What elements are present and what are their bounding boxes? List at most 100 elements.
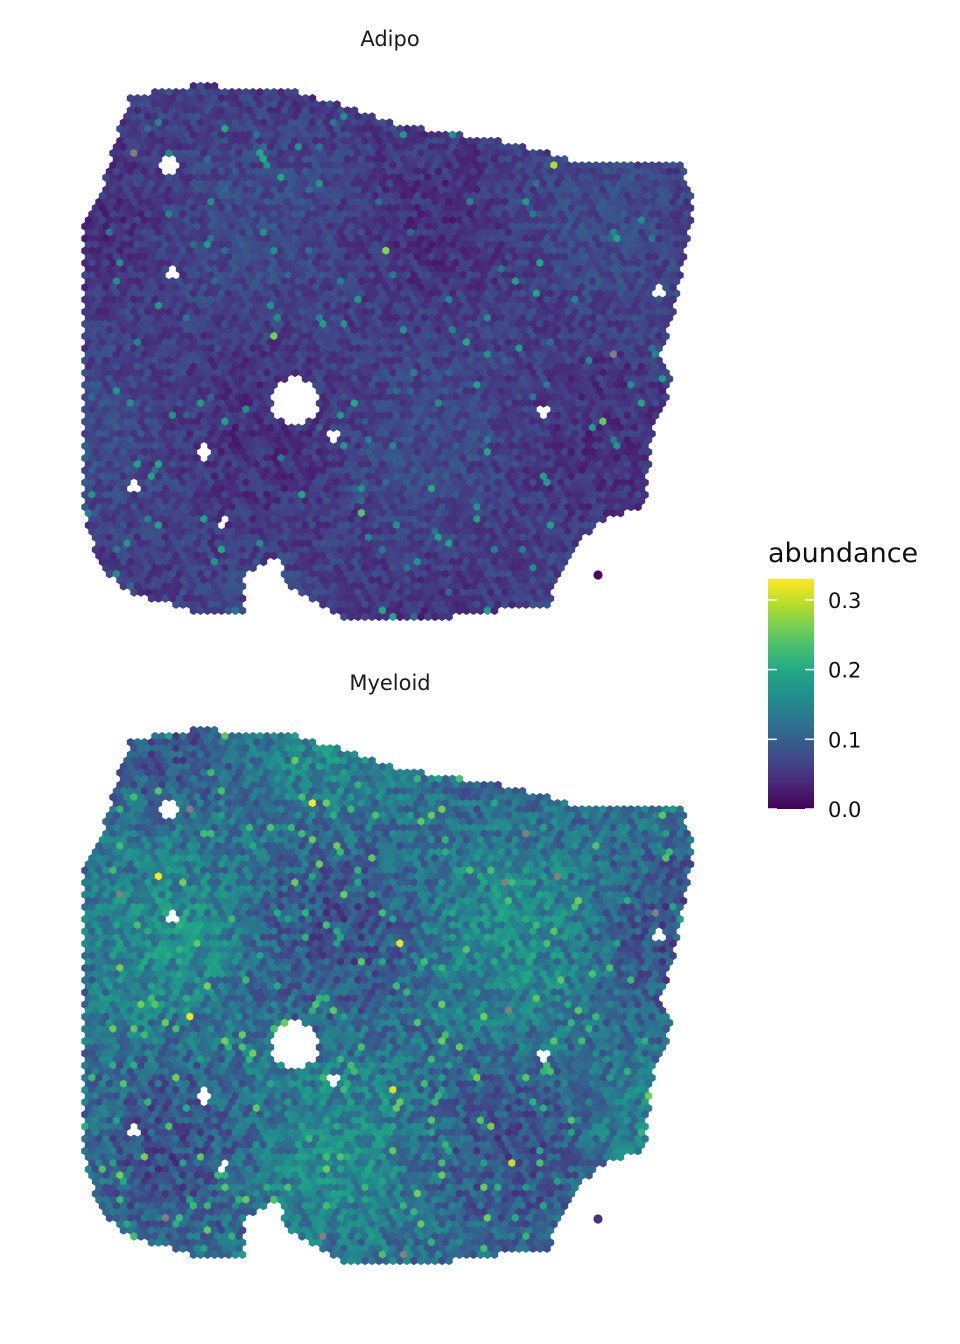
- spot: [277, 173, 285, 182]
- spot: [217, 106, 226, 115]
- spot: [326, 161, 334, 170]
- spot: [200, 185, 208, 195]
- spot: [445, 173, 453, 182]
- spot: [676, 173, 684, 182]
- spot: [301, 94, 310, 103]
- spot: [322, 106, 331, 115]
- spot: [238, 155, 247, 164]
- spot: [123, 173, 131, 182]
- spot: [518, 179, 527, 188]
- spot: [308, 167, 317, 176]
- spot: [193, 136, 201, 146]
- spot: [378, 130, 387, 140]
- spot: [235, 161, 243, 170]
- spot: [245, 118, 254, 127]
- spot: [137, 161, 145, 170]
- spot: [396, 161, 404, 170]
- spot: [413, 167, 422, 176]
- spot: [158, 100, 166, 109]
- spot: [424, 161, 432, 170]
- spot: [333, 173, 341, 182]
- spot: [480, 136, 488, 146]
- spot: [249, 161, 257, 170]
- spot: [193, 87, 201, 97]
- spot: [284, 112, 292, 121]
- spot: [130, 124, 138, 134]
- spot: [130, 148, 138, 158]
- spot: [511, 179, 520, 188]
- spot: [175, 106, 184, 115]
- spot: [210, 106, 219, 115]
- spot: [536, 161, 544, 170]
- spot: [396, 148, 404, 158]
- spot: [228, 161, 236, 170]
- spot: [245, 106, 254, 115]
- spot: [473, 185, 481, 195]
- spot: [284, 136, 292, 146]
- spot: [301, 118, 310, 127]
- spot: [116, 124, 124, 134]
- spot: [599, 173, 607, 182]
- spot: [382, 173, 390, 182]
- spot: [308, 179, 317, 188]
- spot: [259, 142, 268, 152]
- spot: [459, 185, 467, 195]
- spot: [487, 148, 495, 158]
- spot: [256, 112, 264, 121]
- spot: [343, 155, 352, 164]
- spot: [595, 167, 604, 176]
- spot: [266, 179, 275, 188]
- spot: [287, 130, 296, 140]
- spot: [249, 124, 257, 134]
- spot: [529, 148, 537, 158]
- spot: [441, 142, 450, 152]
- spot: [399, 155, 408, 164]
- spot: [189, 106, 198, 115]
- spot: [606, 161, 614, 170]
- spot: [242, 173, 250, 182]
- spot: [459, 161, 467, 170]
- spot: [235, 100, 243, 109]
- spot: [259, 130, 268, 140]
- spot: [382, 148, 390, 158]
- spot: [165, 148, 173, 158]
- spot: [301, 106, 310, 115]
- spot: [186, 124, 194, 134]
- spot: [595, 179, 604, 188]
- spot: [263, 148, 271, 158]
- spot: [228, 136, 236, 146]
- spot: [343, 130, 352, 140]
- spot: [434, 130, 443, 140]
- spot: [144, 136, 152, 146]
- spot: [469, 155, 478, 164]
- spot: [368, 148, 376, 158]
- spot: [361, 112, 369, 121]
- spot: [340, 161, 348, 170]
- spot: [242, 87, 250, 97]
- spot: [343, 167, 352, 176]
- spot: [347, 173, 355, 182]
- spot: [308, 155, 317, 164]
- spot: [410, 173, 418, 182]
- spot: [385, 155, 394, 164]
- spot: [207, 136, 215, 146]
- spot: [291, 100, 299, 109]
- spot: [168, 94, 177, 103]
- spot: [585, 161, 593, 170]
- spot: [455, 155, 464, 164]
- spot: [501, 148, 509, 158]
- spot: [532, 167, 541, 176]
- spot: [298, 161, 306, 170]
- spot: [469, 179, 478, 188]
- spot: [203, 118, 212, 127]
- spot: [364, 118, 373, 127]
- spot: [105, 167, 114, 176]
- spot: [550, 161, 558, 170]
- spot: [361, 161, 369, 170]
- spot: [168, 106, 177, 115]
- spot: [406, 179, 415, 188]
- spot: [256, 124, 264, 134]
- spot: [511, 142, 520, 152]
- spot: [389, 148, 397, 158]
- spot: [343, 118, 352, 127]
